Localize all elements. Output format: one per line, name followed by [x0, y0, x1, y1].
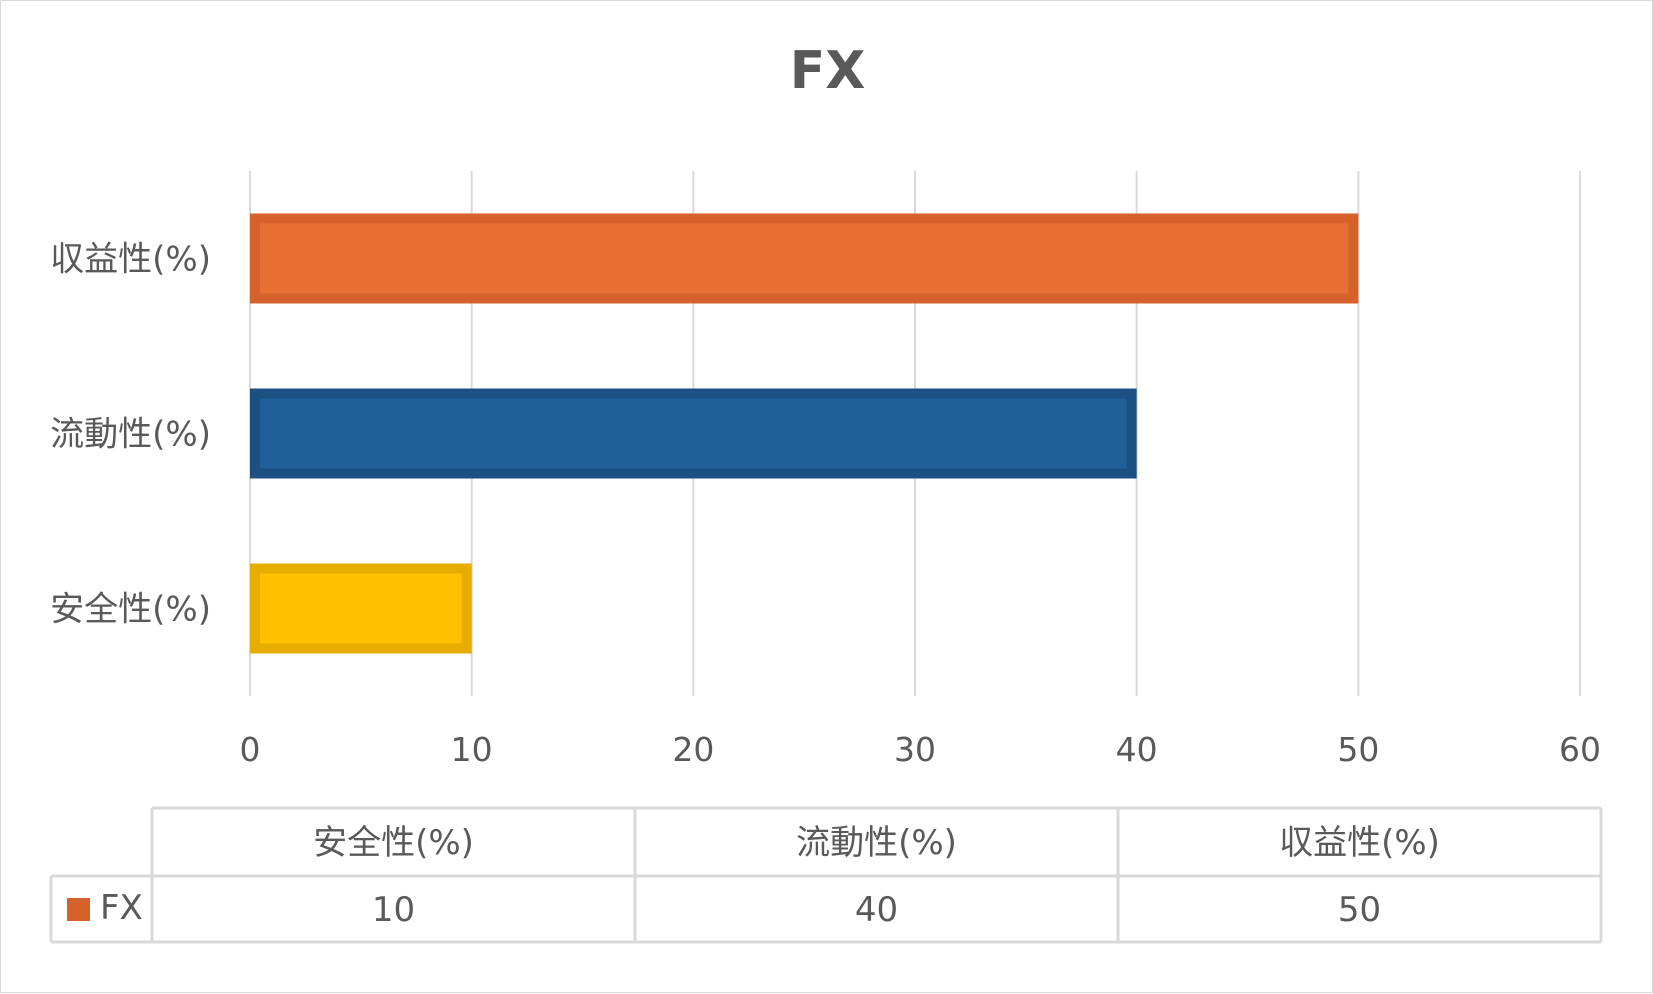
y-tick-label-1: 流動性(%) [50, 415, 211, 455]
table-header-2: 収益性(%) [1279, 823, 1440, 863]
y-tick-label-0: 安全性(%) [50, 590, 211, 630]
chart-title: FX [789, 41, 866, 101]
bar-0 [250, 563, 472, 654]
y-tick-label-2: 収益性(%) [50, 240, 211, 280]
x-tick-label-0: 0 [240, 730, 261, 769]
x-tick-label-10: 10 [451, 730, 493, 769]
x-tick-label-50: 50 [1337, 730, 1379, 769]
legend-key-swatch [67, 898, 90, 921]
bar-1 [250, 388, 1137, 479]
table-cell-0-0: 10 [372, 890, 415, 930]
table-cell-0-1: 40 [855, 890, 898, 930]
table-cell-0-2: 50 [1338, 890, 1381, 930]
x-tick-label-20: 20 [672, 730, 714, 769]
x-tick-label-60: 60 [1559, 730, 1601, 769]
x-tick-label-40: 40 [1116, 730, 1158, 769]
legend-key-label: FX [100, 888, 143, 928]
x-tick-label-30: 30 [894, 730, 936, 769]
table-header-1: 流動性(%) [796, 823, 957, 863]
table-header-0: 安全性(%) [313, 823, 474, 863]
bar-2 [250, 213, 1359, 304]
